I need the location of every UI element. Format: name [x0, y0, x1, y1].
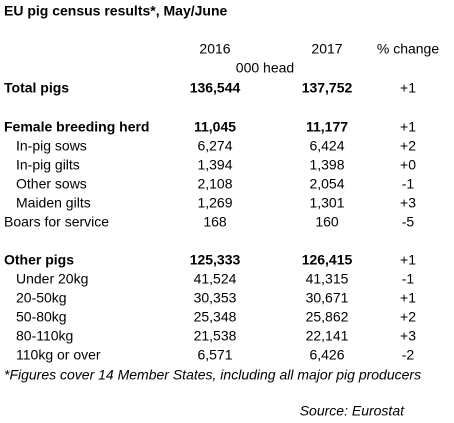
- cell-value: +2: [400, 138, 416, 154]
- row-label: 110kg or over: [16, 347, 101, 363]
- cell-value: 126,415: [302, 252, 353, 268]
- cell-value: +1: [400, 252, 416, 268]
- row-label: 80-110kg: [16, 328, 73, 344]
- cell-value: +1: [400, 119, 416, 135]
- cell-value: 11,045: [194, 119, 236, 135]
- cell-value: -2: [402, 347, 415, 363]
- cell-value: 136,544: [190, 80, 241, 96]
- row-label: Other sows: [16, 176, 87, 192]
- row-label: Maiden gilts: [16, 195, 91, 211]
- cell-value: -5: [402, 214, 415, 230]
- cell-value: 1,301: [309, 195, 344, 211]
- row-label: Boars for service: [4, 214, 109, 230]
- cell-value: 6,274: [197, 138, 232, 154]
- cell-value: 1,394: [197, 157, 232, 173]
- row-label: Total pigs: [4, 80, 69, 96]
- source: Source: Eurostat: [300, 403, 405, 419]
- cell-value: 1,269: [197, 195, 232, 211]
- cell-value: +0: [400, 157, 416, 173]
- cell-value: +3: [400, 195, 416, 211]
- cell-value: 30,353: [194, 290, 237, 306]
- row-label: 20-50kg: [16, 290, 67, 306]
- row-label: Female breeding herd: [4, 119, 149, 135]
- row-label: 50-80kg: [16, 309, 67, 325]
- cell-value: +1: [400, 290, 416, 306]
- cell-value: 125,333: [190, 252, 241, 268]
- cell-value: 160: [315, 214, 339, 230]
- cell-value: -1: [402, 271, 415, 287]
- cell-value: 11,177: [306, 119, 348, 135]
- cell-value: 2,054: [309, 176, 344, 192]
- cell-value: 25,348: [194, 309, 237, 325]
- column-header: % change: [377, 41, 439, 57]
- title: EU pig census results*, May/June: [4, 3, 228, 19]
- row-label: Other pigs: [4, 252, 74, 268]
- column-header: 2017: [311, 41, 342, 57]
- cell-value: 25,862: [306, 309, 349, 325]
- unit-label: 000 head: [236, 60, 294, 76]
- footnote: *Figures cover 14 Member States, includi…: [4, 367, 421, 383]
- cell-value: +1: [400, 80, 416, 96]
- row-label: In-pig sows: [16, 138, 87, 154]
- cell-value: 168: [203, 214, 227, 230]
- cell-value: 21,538: [194, 328, 237, 344]
- cell-value: 6,571: [197, 347, 232, 363]
- cell-value: 22,141: [306, 328, 349, 344]
- row-label: In-pig gilts: [16, 157, 80, 173]
- cell-value: -1: [402, 176, 415, 192]
- row-label: Under 20kg: [16, 271, 88, 287]
- cell-value: +3: [400, 328, 416, 344]
- cell-value: 137,752: [302, 80, 353, 96]
- cell-value: 1,398: [309, 157, 344, 173]
- cell-value: +2: [400, 309, 416, 325]
- cell-value: 30,671: [306, 290, 349, 306]
- cell-value: 6,426: [309, 347, 344, 363]
- cell-value: 6,424: [309, 138, 344, 154]
- column-header: 2016: [199, 41, 230, 57]
- cell-value: 2,108: [197, 176, 232, 192]
- cell-value: 41,315: [306, 271, 349, 287]
- cell-value: 41,524: [194, 271, 237, 287]
